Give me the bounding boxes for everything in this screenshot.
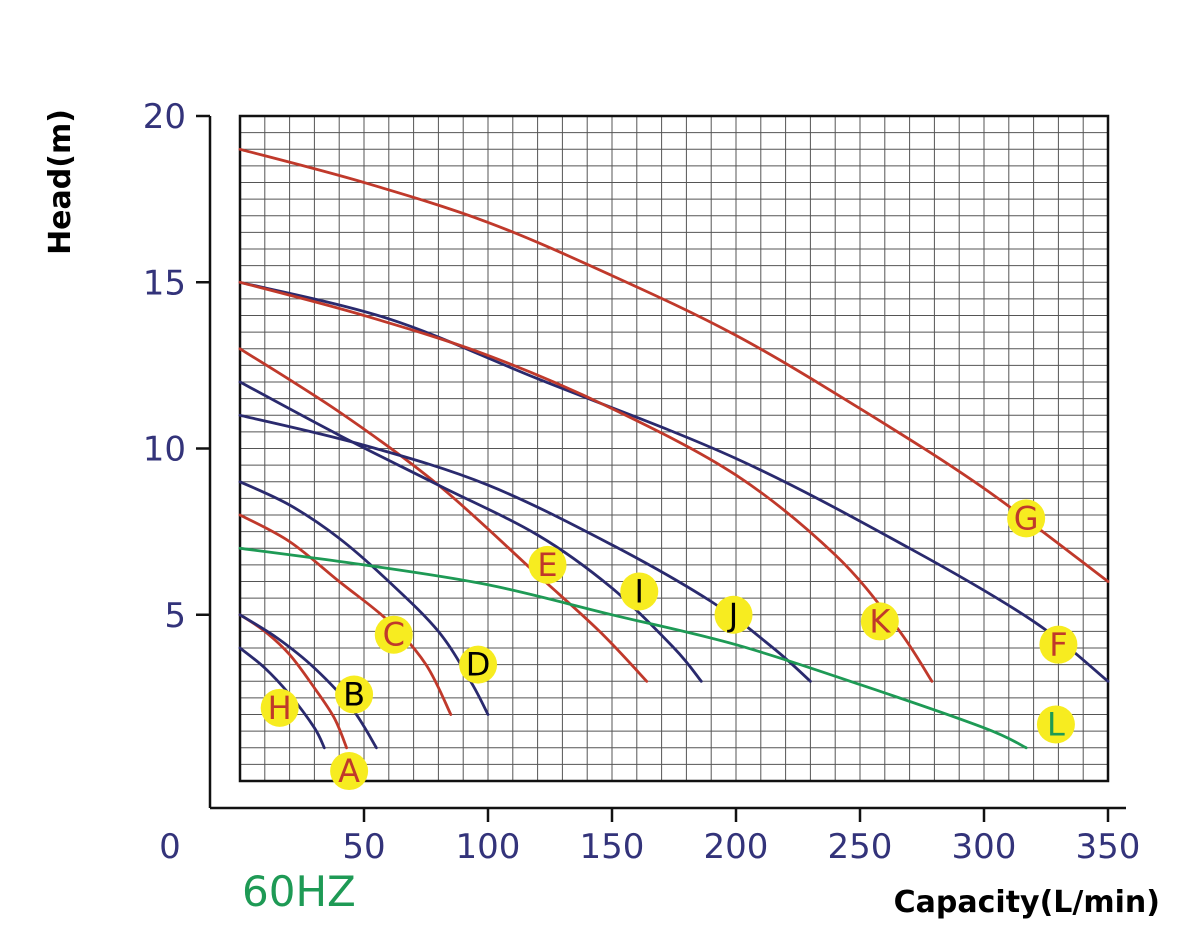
x-tick-label: 100	[456, 827, 521, 867]
y-tick-label: 5	[164, 596, 186, 636]
curve-marker-k	[860, 602, 899, 641]
y-tick-label: 10	[143, 430, 186, 470]
curve-c	[238, 513, 453, 716]
curve-marker-j	[714, 595, 753, 634]
curve-label-l: L	[1047, 705, 1065, 743]
curve-label-f: F	[1049, 626, 1067, 664]
curve-j	[238, 413, 812, 683]
curve-label-g: G	[1014, 499, 1039, 537]
curve-label-d: D	[466, 646, 491, 684]
curve-marker-b	[335, 675, 374, 714]
curve-label-e: E	[537, 546, 557, 584]
grid	[240, 116, 1108, 781]
y-tick-label: 20	[143, 97, 186, 137]
x-tick-label: 350	[1076, 827, 1141, 867]
curve-marker-g	[1007, 499, 1046, 538]
curve-marker-f	[1039, 625, 1078, 664]
x-axis-title: Capacity(L/min)	[894, 885, 1160, 920]
curve-i	[238, 380, 703, 683]
frequency-label: 60HZ	[242, 867, 356, 916]
x-tick-label: 250	[828, 827, 893, 867]
curve-f	[238, 280, 1110, 683]
y-axis-title: Head(m)	[43, 109, 78, 255]
curve-marker-c	[374, 615, 413, 654]
curve-marker-i	[620, 572, 659, 611]
curve-b	[238, 613, 378, 750]
curve-marker-d	[459, 645, 498, 684]
curve-marker-a	[330, 752, 369, 791]
curve-labels: ABC D E F G H I J K L	[260, 499, 1078, 791]
y-tick-label: 15	[143, 263, 186, 303]
curve-k	[238, 280, 934, 683]
curve-label-a: A	[338, 752, 360, 790]
curve-label-c: C	[383, 616, 405, 654]
x-tick-label: 200	[704, 827, 769, 867]
curve-g	[238, 147, 1110, 583]
curve-l	[238, 546, 1028, 750]
x-tick-label: 300	[952, 827, 1017, 867]
x-tick-label: 50	[342, 827, 385, 867]
y-ticks: 20 15 10 5	[143, 97, 210, 636]
x-tick-label: 150	[580, 827, 645, 867]
curve-e	[238, 347, 649, 683]
curve-marker-h	[260, 688, 299, 727]
plot-frame	[238, 114, 1110, 783]
x-tick-label: 0	[159, 827, 181, 867]
curve-marker-e	[528, 545, 567, 584]
curve-label-k: K	[869, 602, 891, 640]
x-ticks: 0 50 100 150 200 250 300 350	[159, 808, 1140, 867]
curve-marker-l	[1036, 705, 1075, 744]
curve-label-h: H	[268, 689, 292, 727]
curve-label-j: J	[727, 596, 738, 634]
curve-label-b: B	[343, 676, 365, 714]
curve-label-i: I	[635, 572, 644, 610]
